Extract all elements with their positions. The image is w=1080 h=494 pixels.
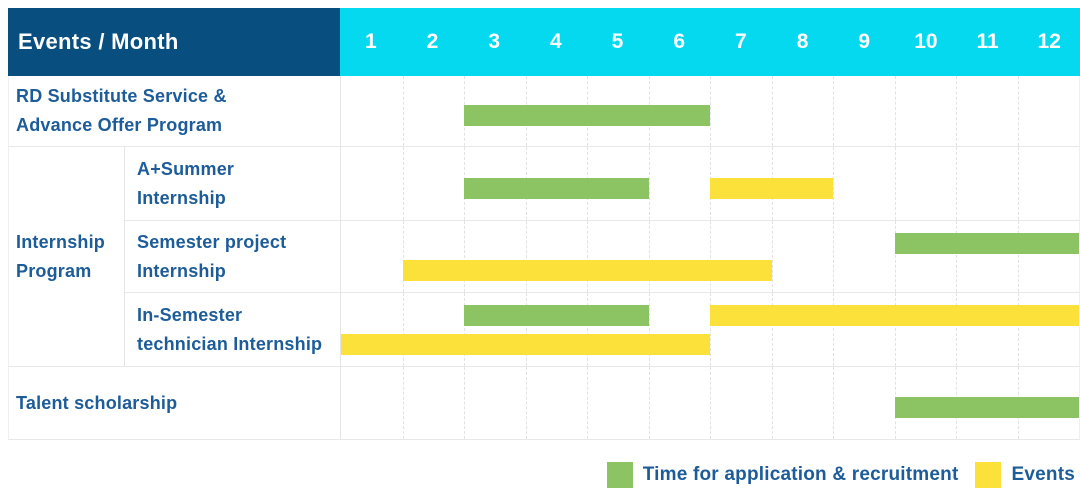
month-header-cell: 3 (488, 30, 501, 53)
month-grid-line (956, 76, 957, 146)
month-grid-line (771, 76, 773, 146)
table-corner-header: Events / Month (8, 8, 340, 76)
bar-application-months-10-12 (894, 233, 1079, 254)
month-grid-line (833, 293, 834, 366)
row-label-line: technician Internship (137, 333, 323, 354)
application-color-swatch (606, 461, 633, 488)
month-grid-line (894, 293, 896, 366)
month-header-cell: 7 (735, 30, 747, 53)
month-header-cell: 9 (858, 30, 871, 53)
row-label-line: Program (16, 260, 92, 281)
bar-application-months-3-5 (464, 305, 649, 326)
row-label-a-plus-summer-internship: A+Summer Internship (124, 147, 340, 221)
row-label-line: Advance Offer Program (16, 115, 223, 135)
month-grid-line (1017, 293, 1019, 366)
row-label-line: Talent scholarship (16, 392, 178, 413)
bar-application-months-3-5 (464, 178, 649, 199)
chart-row-semester-project-internship (340, 221, 1080, 293)
month-grid-line (402, 367, 404, 439)
month-grid-line (648, 293, 650, 366)
row-label-line: Semester project (137, 231, 287, 252)
row-label-line: A+Summer (137, 158, 235, 179)
month-header-cell: 6 (673, 30, 686, 53)
bar-events-months-7-12 (710, 305, 1079, 326)
bar-events-months-2-7 (402, 260, 772, 281)
month-grid-line (894, 221, 896, 292)
month-header-cell: 4 (550, 30, 562, 53)
month-grid-line (710, 76, 711, 146)
month-grid-line (833, 367, 834, 439)
month-grid-line (833, 76, 834, 146)
month-header-row: 1 2 3 4 5 6 7 8 9 10 11 12 (340, 8, 1080, 76)
month-grid-line (525, 367, 527, 439)
row-label-in-semester-technician-internship: In-Semester technician Internship (124, 293, 340, 367)
chart-row-in-semester-technician-internship (340, 293, 1080, 367)
legend: Time for application & recruitment Event… (606, 461, 1075, 488)
month-header-cell: 8 (796, 30, 809, 53)
month-grid-line (956, 293, 957, 366)
month-grid-line (464, 221, 465, 292)
group-label-internship-program: Internship Program (8, 147, 124, 367)
month-grid-line (833, 147, 834, 220)
events-color-swatch (975, 461, 1002, 488)
legend-item-application: Time for application & recruitment (606, 461, 959, 488)
row-label-line: Internship (137, 187, 227, 208)
row-label-line: RD Substitute Service & (16, 86, 227, 106)
month-grid-line (833, 221, 834, 292)
month-grid-line (648, 221, 650, 292)
month-header-cell: 12 (1037, 30, 1061, 53)
month-grid-line (771, 293, 773, 366)
bar-events-months-1-6 (341, 334, 710, 355)
month-grid-line (587, 293, 588, 366)
month-grid-line (402, 293, 404, 366)
row-label-line: Internship (16, 231, 106, 252)
month-grid-line (771, 367, 773, 439)
month-grid-line (1017, 76, 1019, 146)
row-label-talent-scholarship: Talent scholarship (8, 367, 340, 440)
month-grid-line (894, 147, 896, 220)
chart-row-talent-scholarship (340, 367, 1080, 440)
month-header-cell: 5 (611, 30, 624, 53)
month-grid-line (402, 147, 404, 220)
bar-events-months-7-8 (710, 178, 833, 199)
corner-label: Events / Month (18, 29, 179, 54)
chart-row-a-plus-summer-internship (340, 147, 1080, 221)
month-grid-line (587, 367, 588, 439)
month-header-cell: 10 (914, 30, 938, 53)
bar-application-months-3-6 (464, 105, 710, 126)
gantt-table: Events / Month 1 2 3 4 5 6 7 8 9 10 11 12 RD Substi… (8, 8, 1080, 440)
legend-label-events: Events (1011, 463, 1075, 485)
chart-row-rd-substitute-service (340, 76, 1080, 147)
month-grid-line (402, 76, 404, 146)
month-grid-line (525, 221, 527, 292)
month-grid-line (710, 293, 711, 366)
month-grid-line (464, 293, 465, 366)
legend-label-application: Time for application & recruitment (642, 463, 959, 485)
month-grid-line (525, 293, 527, 366)
month-grid-line (1017, 147, 1019, 220)
month-header-cell: 1 (364, 30, 377, 53)
legend-item-events: Events (975, 461, 1075, 488)
row-label-line: In-Semester (137, 304, 243, 325)
month-grid-line (464, 367, 465, 439)
month-grid-line (894, 76, 896, 146)
bar-application-months-10-12 (894, 397, 1079, 418)
month-grid-line (710, 367, 711, 439)
month-grid-line (648, 147, 650, 220)
month-header-cell: 2 (426, 30, 439, 53)
month-grid-line (956, 221, 957, 292)
month-grid-line (402, 221, 404, 292)
row-label-rd-substitute-service: RD Substitute Service & Advance Offer Pro… (8, 76, 340, 147)
row-label-line: Internship (137, 260, 227, 281)
month-grid-line (648, 367, 650, 439)
month-grid-line (587, 221, 588, 292)
month-grid-line (956, 147, 957, 220)
month-grid-line (1017, 221, 1019, 292)
month-grid-line (771, 221, 773, 292)
month-header-cell: 11 (976, 30, 999, 53)
row-label-semester-project-internship: Semester project Internship (124, 221, 340, 293)
month-grid-line (710, 221, 711, 292)
